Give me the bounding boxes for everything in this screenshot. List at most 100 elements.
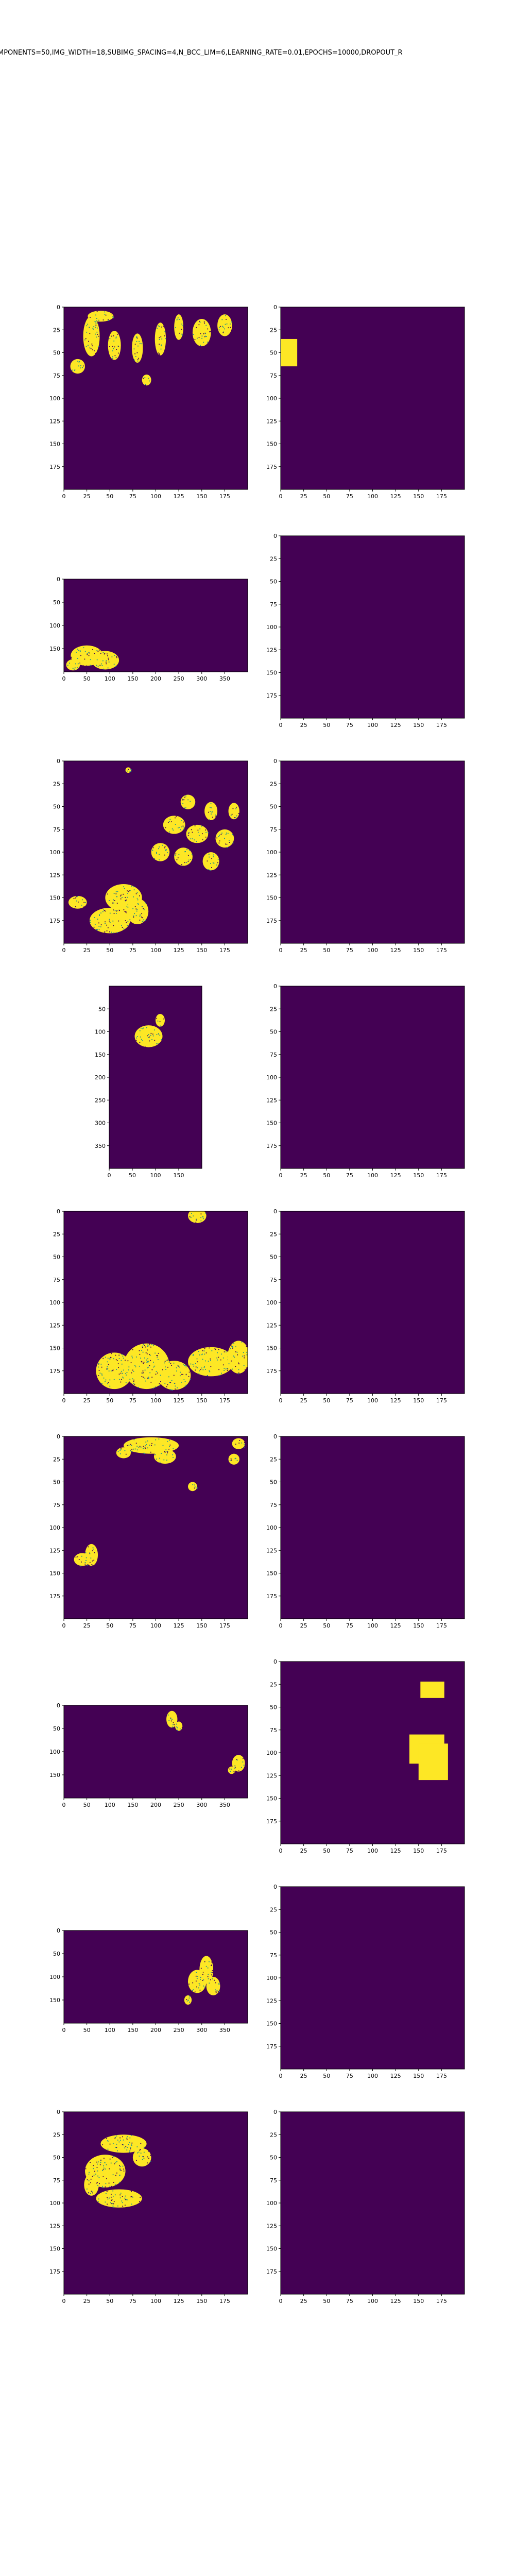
speckle bbox=[161, 326, 162, 328]
speckle bbox=[108, 320, 109, 321]
activation-blob bbox=[91, 651, 119, 670]
speckle bbox=[94, 320, 95, 322]
y-tick-label: 175 bbox=[266, 1368, 277, 1375]
speckle bbox=[69, 663, 70, 664]
speckle bbox=[204, 336, 205, 337]
speckle bbox=[96, 2167, 98, 2168]
y-tick-label: 150 bbox=[266, 895, 277, 902]
speckle bbox=[129, 919, 131, 921]
speckle bbox=[163, 1018, 165, 1020]
y-tick-label: 175 bbox=[266, 1143, 277, 1149]
x-tick-label: 25 bbox=[300, 1622, 307, 1629]
speckle bbox=[209, 1982, 210, 1984]
y-tick-label: 50 bbox=[270, 1029, 277, 1036]
speckle bbox=[210, 1366, 212, 1367]
speckle bbox=[96, 331, 98, 333]
speckle bbox=[154, 1365, 156, 1367]
speckle bbox=[179, 1375, 181, 1377]
speckle bbox=[126, 900, 127, 901]
y-tick-label: 175 bbox=[49, 1593, 60, 1600]
activation-blob bbox=[163, 816, 185, 834]
speckle bbox=[215, 1982, 216, 1984]
y-tick-label: 50 bbox=[270, 1254, 277, 1261]
speckle bbox=[90, 920, 91, 921]
speckle bbox=[246, 1367, 247, 1369]
speckle bbox=[213, 854, 214, 856]
speckle bbox=[147, 1344, 148, 1346]
speckle bbox=[150, 2160, 151, 2162]
y-tick-label: 50 bbox=[53, 599, 60, 606]
speckle bbox=[225, 843, 226, 845]
speckle bbox=[149, 380, 150, 382]
speckle bbox=[195, 1369, 196, 1371]
speckle bbox=[149, 1445, 150, 1446]
speckle bbox=[102, 660, 104, 662]
x-tick-label: 25 bbox=[300, 722, 307, 728]
activation-blob bbox=[204, 802, 218, 821]
speckle bbox=[207, 1976, 209, 1977]
speckle bbox=[243, 1352, 244, 1353]
speckle bbox=[191, 853, 193, 855]
speckle bbox=[107, 653, 108, 655]
speckle bbox=[194, 1486, 196, 1488]
x-tick-label: 25 bbox=[83, 2298, 91, 2304]
speckle bbox=[128, 891, 129, 892]
speckle bbox=[90, 922, 91, 923]
speckle bbox=[85, 2168, 87, 2170]
speckle bbox=[159, 1035, 161, 1036]
speckle bbox=[200, 1968, 202, 1969]
speckle bbox=[72, 668, 74, 669]
speckle bbox=[111, 313, 113, 315]
speckle bbox=[196, 1487, 198, 1488]
speckle bbox=[87, 654, 88, 655]
speckle bbox=[142, 1347, 143, 1348]
speckle bbox=[115, 337, 117, 338]
speckle bbox=[143, 919, 145, 921]
speckle bbox=[89, 333, 91, 334]
speckle bbox=[98, 2198, 99, 2200]
speckle bbox=[218, 1357, 219, 1358]
speckle bbox=[188, 832, 190, 834]
speckle bbox=[84, 651, 86, 652]
speckle bbox=[167, 1384, 168, 1385]
x-tick-label: 125 bbox=[174, 1397, 184, 1404]
x-tick-label: 75 bbox=[346, 1172, 353, 1179]
speckle bbox=[160, 348, 162, 350]
x-tick-label: 0 bbox=[279, 1848, 283, 1854]
speckle bbox=[187, 799, 189, 801]
speckle bbox=[123, 2139, 124, 2141]
speckle bbox=[122, 1372, 123, 1374]
speckle bbox=[215, 1991, 217, 1992]
speckle bbox=[154, 1444, 156, 1446]
speckle bbox=[112, 2190, 114, 2192]
y-tick-label: 0 bbox=[273, 304, 277, 311]
speckle bbox=[188, 1376, 190, 1377]
x-tick-label: 0 bbox=[62, 947, 66, 954]
speckle bbox=[205, 836, 207, 838]
speckle bbox=[137, 899, 139, 901]
speckle bbox=[234, 1768, 235, 1769]
speckle bbox=[95, 322, 97, 324]
speckle bbox=[101, 1375, 103, 1376]
x-tick-label: 75 bbox=[346, 1848, 353, 1854]
speckle bbox=[159, 1385, 160, 1386]
speckle bbox=[177, 1365, 179, 1366]
speckle bbox=[134, 1448, 136, 1450]
speckle bbox=[138, 2151, 140, 2153]
speckle bbox=[204, 1961, 205, 1962]
speckle bbox=[167, 1359, 168, 1361]
speckle bbox=[88, 2192, 89, 2194]
speckle bbox=[232, 1346, 233, 1347]
speckle bbox=[102, 2170, 103, 2171]
speckle bbox=[151, 1443, 152, 1444]
speckle bbox=[86, 325, 88, 327]
speckle bbox=[222, 327, 224, 328]
speckle bbox=[211, 807, 212, 808]
speckle bbox=[132, 1378, 133, 1380]
speckle bbox=[170, 1389, 171, 1391]
speckle bbox=[113, 2182, 114, 2183]
speckle bbox=[143, 1344, 144, 1345]
speckle bbox=[109, 912, 111, 914]
speckle bbox=[119, 2165, 120, 2166]
